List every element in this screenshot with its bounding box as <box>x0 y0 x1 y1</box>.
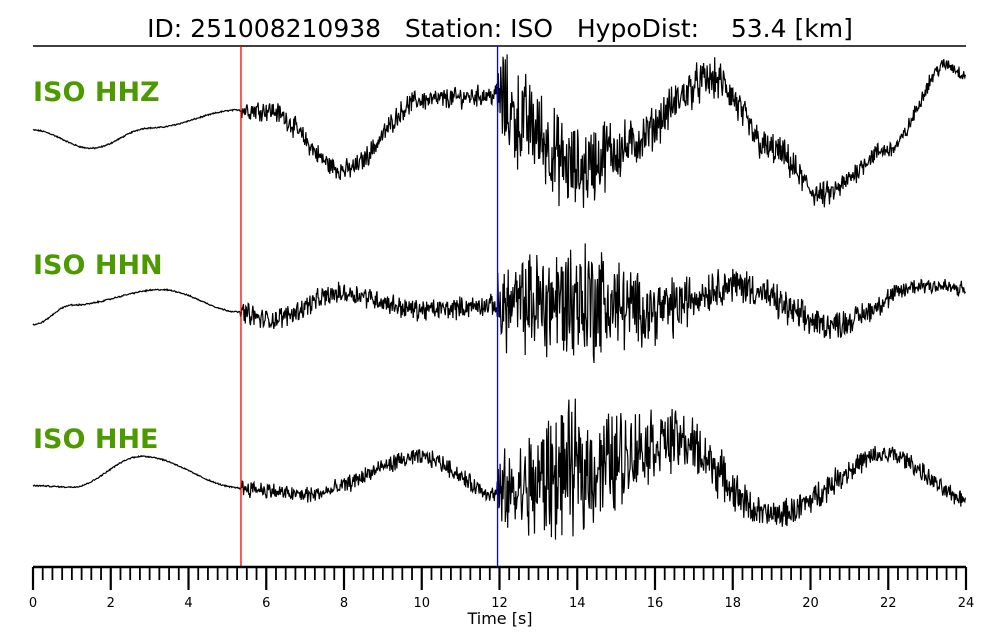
trace-label: ISO HHN <box>33 250 163 281</box>
trace-label: ISO HHZ <box>33 77 160 108</box>
x-tick-label: 24 <box>958 596 975 611</box>
x-tick-label: 18 <box>724 596 741 611</box>
x-tick-label: 14 <box>569 596 586 611</box>
waveform-trace <box>32 54 966 208</box>
x-tick-label: 0 <box>29 596 37 611</box>
waveform-trace <box>32 398 966 540</box>
x-tick-label: 4 <box>184 596 192 611</box>
trace-label: ISO HHE <box>33 424 158 455</box>
x-tick-label: 12 <box>491 596 508 611</box>
x-axis-label: Time [s] <box>466 609 532 628</box>
x-tick-label: 8 <box>340 596 348 611</box>
waveform-trace <box>32 243 966 364</box>
x-tick-label: 16 <box>647 596 664 611</box>
x-tick-label: 22 <box>880 596 897 611</box>
x-tick-label: 10 <box>413 596 430 611</box>
x-tick-label: 20 <box>802 596 819 611</box>
x-tick-label: 2 <box>107 596 115 611</box>
chart-title: ID: 251008210938 Station: ISO HypoDist: … <box>147 14 853 43</box>
x-tick-label: 6 <box>262 596 270 611</box>
